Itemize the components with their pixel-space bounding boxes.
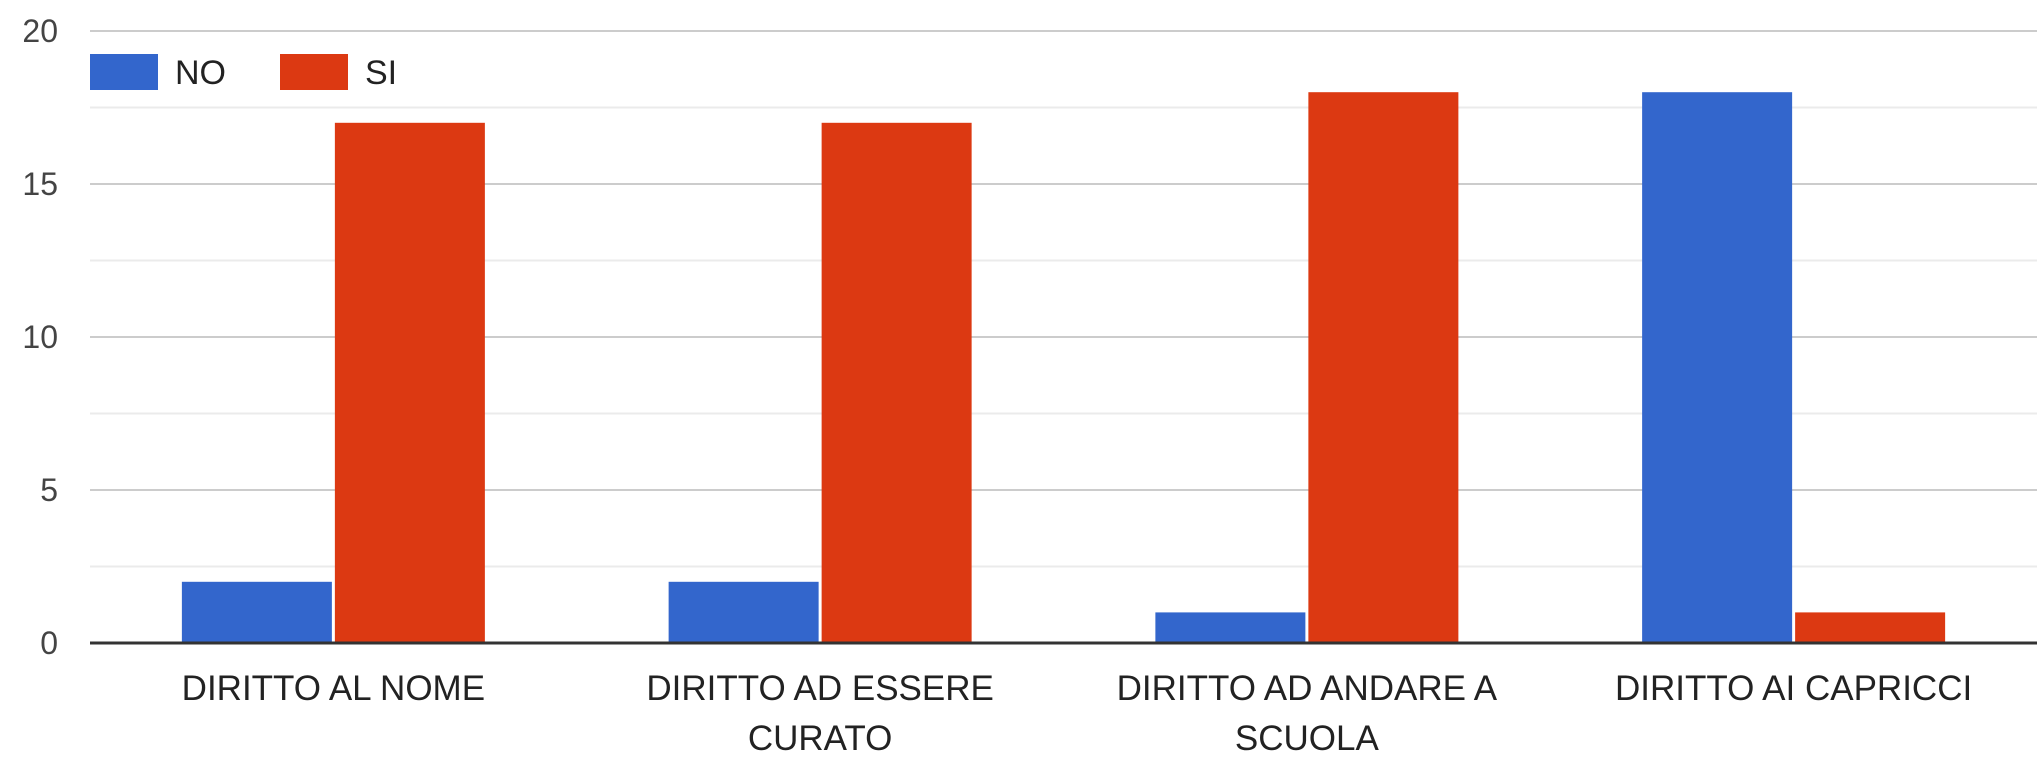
- y-tick-label: 5: [40, 472, 58, 508]
- bar-no: [181, 581, 332, 643]
- legend-swatch-si: [280, 54, 348, 90]
- x-category-label: DIRITTO AD ESSERE: [646, 669, 994, 708]
- x-category-label: CURATO: [748, 719, 893, 757]
- legend-label-no: NO: [175, 54, 226, 92]
- y-tick-label: 15: [22, 166, 58, 202]
- x-category-label: DIRITTO AI CAPRICCI: [1615, 669, 1972, 708]
- x-axis-labels: DIRITTO AL NOME DIRITTO AD ESSERE CURATO DI…: [182, 669, 1973, 757]
- x-category-label: SCUOLA: [1235, 719, 1380, 757]
- legend: NO SI: [90, 54, 397, 92]
- x-category-label: DIRITTO AL NOME: [182, 669, 485, 708]
- bar-no: [1155, 612, 1306, 643]
- legend-swatch-no: [90, 54, 158, 90]
- bar-si: [334, 122, 485, 644]
- bar-no: [668, 581, 819, 643]
- bars: [181, 92, 1946, 644]
- bar-si: [1308, 92, 1459, 643]
- y-tick-label: 10: [22, 319, 58, 355]
- bar-no: [1642, 92, 1793, 643]
- bar-si: [821, 122, 972, 644]
- y-tick-label: 0: [40, 625, 58, 661]
- legend-label-si: SI: [365, 54, 397, 92]
- y-tick-label: 20: [22, 13, 58, 49]
- x-category-label: DIRITTO AD ANDARE A: [1117, 669, 1498, 708]
- bar-si: [1795, 612, 1946, 643]
- y-axis-ticks: 0 5 10 15 20: [22, 13, 58, 661]
